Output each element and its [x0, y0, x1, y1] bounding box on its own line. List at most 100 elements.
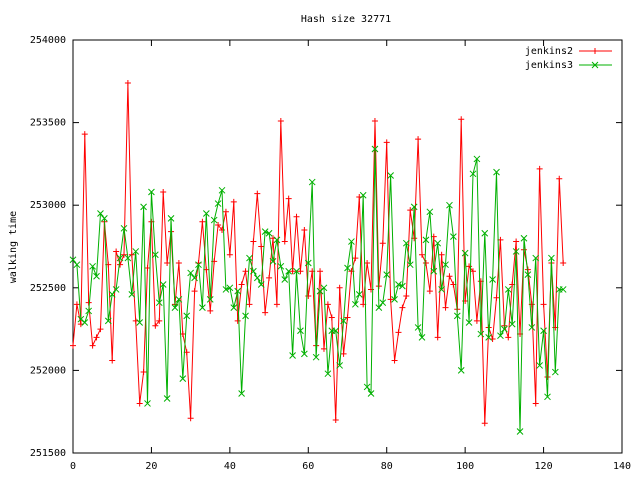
data-point-jenkins3 [140, 203, 147, 211]
data-point-jenkins2 [289, 268, 296, 275]
data-point-jenkins3 [167, 215, 175, 222]
x-tick-label: 140 [613, 461, 631, 472]
data-point-jenkins3 [344, 264, 351, 272]
data-point-jenkins3 [108, 291, 116, 298]
data-point-jenkins3 [540, 327, 547, 335]
data-point-jenkins3 [438, 286, 445, 293]
data-point-jenkins2 [446, 273, 453, 280]
data-point-jenkins3 [116, 254, 124, 262]
data-point-jenkins2 [160, 188, 167, 195]
data-point-jenkins3 [297, 327, 304, 335]
data-point-jenkins3 [285, 267, 293, 275]
data-point-jenkins3 [175, 296, 183, 303]
data-point-jenkins3 [226, 284, 234, 292]
data-point-jenkins2 [207, 307, 214, 314]
data-point-jenkins2 [395, 329, 402, 336]
data-point-jenkins2 [164, 260, 171, 267]
data-point-jenkins2 [340, 350, 347, 357]
data-point-jenkins3 [242, 312, 249, 320]
data-point-jenkins3 [340, 317, 347, 325]
data-point-jenkins2 [199, 218, 206, 225]
data-point-jenkins2 [120, 251, 127, 258]
data-point-jenkins3 [195, 261, 202, 269]
data-point-jenkins3 [551, 368, 559, 376]
data-point-jenkins3 [485, 334, 493, 341]
data-point-jenkins2 [364, 260, 371, 267]
data-point-jenkins3 [89, 262, 96, 270]
data-point-jenkins2 [136, 400, 143, 407]
data-point-jenkins2 [544, 374, 551, 381]
data-point-jenkins3 [136, 319, 144, 326]
data-point-jenkins2 [238, 281, 245, 288]
data-point-jenkins2 [328, 314, 335, 321]
data-point-jenkins3 [293, 267, 300, 275]
data-point-jenkins2 [254, 190, 261, 197]
data-point-jenkins3 [426, 208, 434, 216]
data-point-jenkins2 [273, 301, 280, 308]
data-point-jenkins3 [269, 258, 277, 265]
data-point-jenkins3 [214, 200, 222, 207]
data-point-jenkins2 [458, 116, 465, 123]
data-point-jenkins3 [73, 261, 81, 269]
data-point-jenkins2 [383, 139, 390, 146]
data-point-jenkins3 [461, 249, 469, 257]
data-point-jenkins3 [414, 324, 422, 331]
data-point-jenkins3 [112, 286, 120, 293]
legend-label-jenkins3: jenkins3 [525, 60, 573, 71]
series-line-jenkins3 [72, 148, 564, 432]
data-point-jenkins2 [426, 288, 433, 295]
data-point-jenkins2 [81, 131, 88, 138]
data-point-jenkins2 [481, 420, 488, 427]
y-axis-label: walking time [8, 211, 19, 283]
data-point-jenkins2 [156, 317, 163, 324]
data-point-jenkins3 [191, 274, 198, 282]
plot-frame [72, 39, 623, 454]
data-point-jenkins2 [285, 195, 292, 202]
data-point-jenkins2 [191, 288, 198, 295]
data-point-jenkins2 [113, 248, 120, 255]
data-point-jenkins2 [438, 251, 445, 258]
data-point-jenkins3 [320, 284, 328, 292]
data-point-jenkins3 [548, 254, 555, 262]
data-point-jenkins3 [418, 334, 426, 341]
data-point-jenkins3 [218, 186, 226, 194]
data-point-jenkins3 [132, 248, 140, 255]
y-tick-label: 253500 [30, 118, 66, 129]
data-point-jenkins2 [379, 240, 386, 247]
data-point-jenkins2 [140, 369, 147, 376]
data-point-jenkins2 [442, 304, 449, 311]
data-point-jenkins3 [85, 307, 93, 315]
data-point-jenkins2 [85, 299, 92, 306]
data-point-jenkins3 [261, 228, 269, 235]
data-point-jenkins2 [242, 268, 249, 275]
data-point-jenkins3 [336, 362, 344, 369]
data-point-jenkins2 [262, 309, 269, 316]
data-point-jenkins2 [124, 79, 131, 86]
data-point-jenkins2 [93, 334, 100, 341]
data-point-jenkins3 [520, 234, 528, 242]
data-point-jenkins2 [536, 165, 543, 172]
data-point-jenkins2 [493, 294, 500, 301]
data-point-jenkins3 [536, 362, 544, 369]
data-point-jenkins3 [402, 239, 410, 247]
data-point-jenkins2 [532, 400, 539, 407]
data-point-jenkins3 [508, 320, 516, 328]
data-point-jenkins3 [512, 248, 520, 255]
data-point-jenkins2 [560, 260, 567, 267]
data-point-jenkins2 [399, 304, 406, 311]
data-point-jenkins2 [109, 357, 116, 364]
data-point-jenkins2 [419, 251, 426, 258]
data-point-jenkins3 [516, 428, 524, 435]
data-point-jenkins3 [477, 330, 485, 338]
data-point-jenkins3 [155, 299, 163, 307]
data-point-jenkins3 [81, 319, 89, 326]
data-point-jenkins3 [151, 251, 159, 259]
data-point-jenkins3 [375, 304, 383, 311]
data-point-jenkins3 [453, 312, 461, 320]
data-point-jenkins3 [93, 272, 100, 280]
data-point-jenkins3 [289, 352, 296, 359]
data-point-jenkins3 [250, 267, 257, 275]
data-point-jenkins3 [363, 383, 371, 391]
data-point-jenkins3 [148, 188, 155, 196]
